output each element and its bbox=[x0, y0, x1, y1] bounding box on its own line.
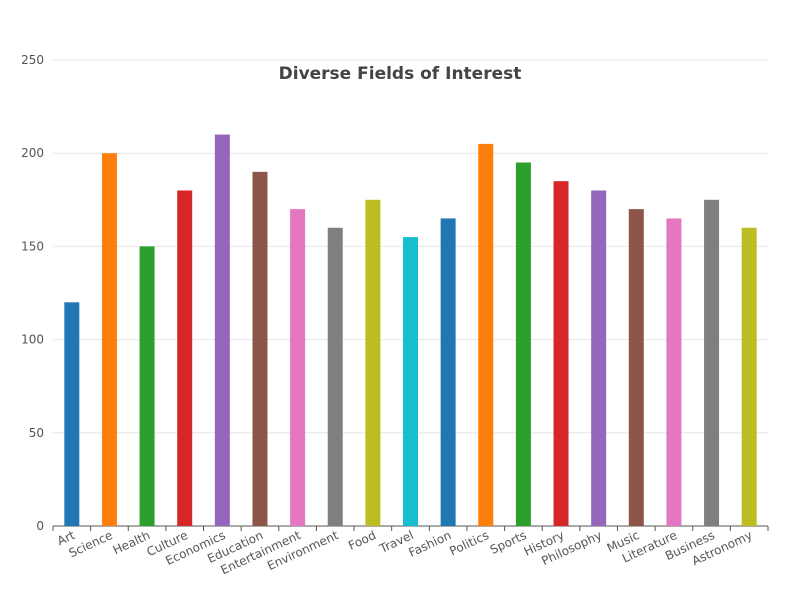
bar-culture[interactable] bbox=[177, 190, 193, 527]
bar-health[interactable] bbox=[139, 246, 155, 526]
bar-politics[interactable] bbox=[478, 143, 494, 526]
y-tick-label: 200 bbox=[21, 146, 44, 160]
y-tick-label: 100 bbox=[21, 333, 44, 347]
bar-economics[interactable] bbox=[214, 134, 230, 526]
bar-art[interactable] bbox=[64, 302, 80, 526]
bar-philosophy[interactable] bbox=[591, 190, 607, 527]
chart-title: Diverse Fields of Interest bbox=[279, 64, 522, 84]
y-tick-label: 0 bbox=[36, 519, 44, 533]
bar-literature[interactable] bbox=[666, 218, 682, 526]
bar-travel[interactable] bbox=[403, 237, 418, 526]
bar-business[interactable] bbox=[704, 199, 720, 527]
bar-astronomy[interactable] bbox=[741, 227, 757, 526]
bar-environment[interactable] bbox=[327, 227, 343, 526]
x-tick-label: Fashion bbox=[406, 528, 453, 560]
x-tick-label: Science bbox=[67, 528, 115, 560]
bar-music[interactable] bbox=[628, 209, 644, 526]
bar-entertainment[interactable] bbox=[290, 209, 306, 526]
x-tick-labels: ArtScienceHealthCultureEconomicsEducatio… bbox=[55, 528, 754, 577]
bar-food[interactable] bbox=[365, 199, 381, 527]
bar-science[interactable] bbox=[101, 153, 117, 526]
y-tick-label: 50 bbox=[29, 426, 44, 440]
x-tick-label: Food bbox=[346, 528, 378, 553]
bar-history[interactable] bbox=[553, 181, 569, 526]
y-tick-labels: 0 50 100 150 200 250 bbox=[21, 53, 44, 533]
x-tick-label: Sports bbox=[488, 528, 529, 557]
bar-fashion[interactable] bbox=[440, 218, 456, 526]
x-tick-label: Politics bbox=[447, 528, 491, 558]
y-tick-label: 250 bbox=[21, 53, 44, 67]
bars bbox=[64, 134, 757, 527]
bar-sports[interactable] bbox=[515, 162, 531, 526]
y-tick-label: 150 bbox=[21, 239, 44, 253]
bar-education[interactable] bbox=[252, 171, 268, 526]
x-tick-label: Art bbox=[55, 528, 77, 548]
x-tick-label: Health bbox=[111, 528, 153, 557]
